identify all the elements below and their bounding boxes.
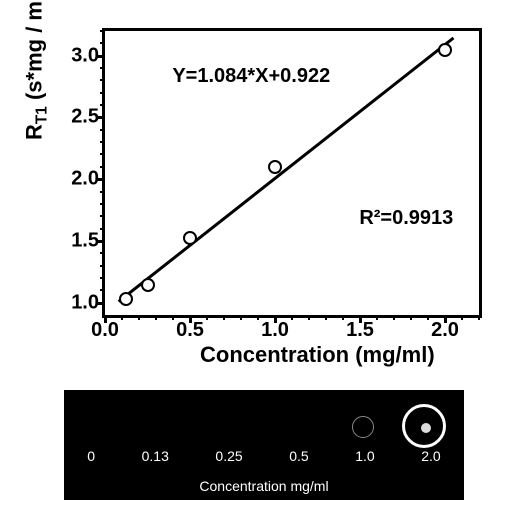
concentration-strip-label: Concentration mg/ml	[64, 478, 464, 494]
x-axis-label: Concentration (mg/ml)	[200, 342, 435, 368]
data-point	[438, 43, 452, 57]
strip-value: 0	[87, 448, 95, 464]
strip-value: 0.25	[215, 448, 242, 464]
data-point	[119, 292, 133, 306]
strip-value: 0.5	[289, 448, 308, 464]
strip-value: 0.13	[142, 448, 169, 464]
mri-phantom-strip: 0 0.13 0.25 0.5 1.0 2.0 Concentration mg/ml	[64, 390, 464, 500]
data-point	[141, 278, 155, 292]
r-squared-text: R²=0.9913	[359, 207, 453, 230]
y-axis-label: RT1 (s*mg / mL)-1	[20, 0, 52, 140]
plot-area: 1.01.52.02.53.0 0.00.51.01.52.0 Y=1.084*…	[102, 28, 482, 318]
strip-value: 1.0	[355, 448, 374, 464]
data-point	[268, 160, 282, 174]
fit-equation-text: Y=1.084*X+0.922	[172, 65, 330, 88]
rt1-vs-concentration-chart: RT1 (s*mg / mL)-1 Concentration (mg/ml) …	[20, 10, 494, 370]
vial-outline-icon	[402, 404, 446, 448]
vial-faint-icon	[352, 416, 374, 438]
concentration-values-row: 0 0.13 0.25 0.5 1.0 2.0	[64, 448, 464, 464]
strip-value: 2.0	[421, 448, 440, 464]
data-point	[183, 231, 197, 245]
